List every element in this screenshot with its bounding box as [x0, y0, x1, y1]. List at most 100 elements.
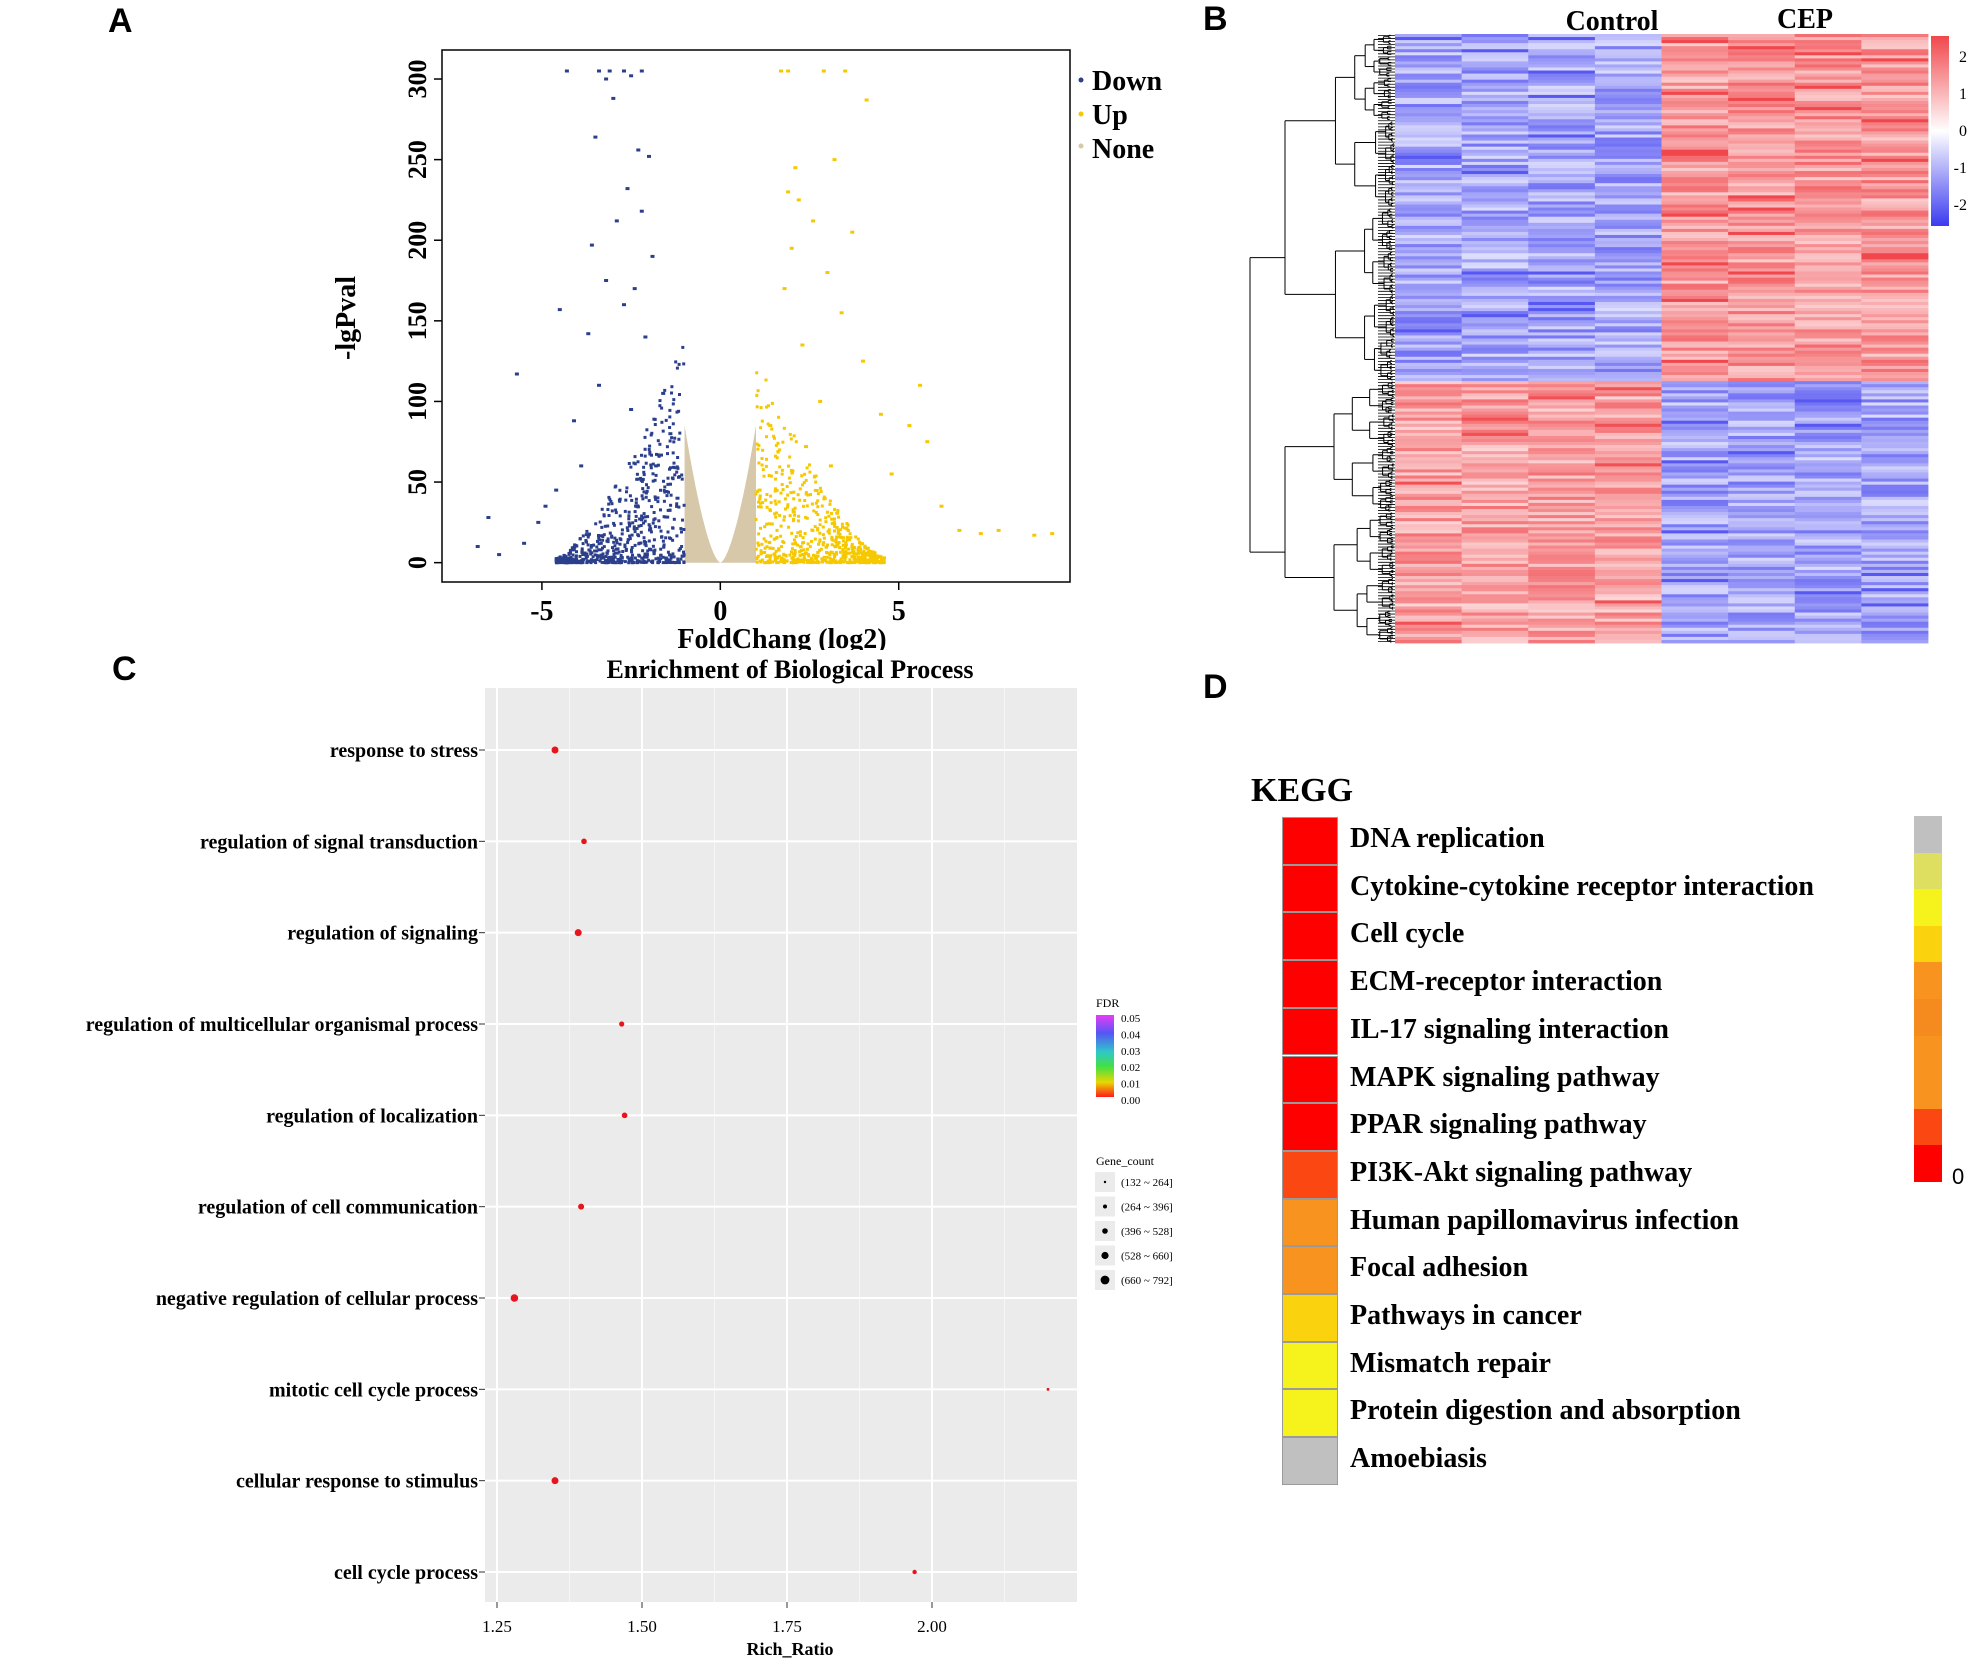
heatmap-cell	[1594, 335, 1662, 339]
heatmap-cell	[1395, 262, 1463, 266]
volcano-point-down	[573, 558, 577, 562]
volcano-point-down	[639, 209, 644, 213]
heatmap-cell	[1395, 536, 1463, 540]
volcano-point-down	[627, 517, 631, 521]
heatmap-cell	[1661, 143, 1729, 148]
kegg-scale-cell	[1914, 999, 1942, 1037]
heatmap-cell	[1528, 609, 1596, 613]
volcano-point-down	[630, 550, 634, 554]
heatmap-cell	[1728, 55, 1796, 59]
heatmap-cell	[1461, 518, 1529, 522]
volcano-point-up	[762, 474, 766, 478]
heatmap-cell	[1528, 274, 1596, 278]
heatmap-cell	[1728, 164, 1796, 169]
volcano-point-down	[663, 490, 667, 494]
volcano-point-up	[957, 528, 962, 532]
heatmap-cell	[1594, 548, 1662, 553]
heatmap-cell	[1528, 207, 1596, 211]
heatmap-cell	[1594, 542, 1662, 546]
volcano-point-up	[1032, 533, 1037, 537]
volcano-point-down	[595, 558, 599, 561]
heatmap-cell	[1794, 198, 1862, 202]
volcano-point-down	[642, 512, 646, 516]
enrichment-dot	[581, 838, 587, 845]
heatmap-cell	[1861, 113, 1929, 117]
enrichment-dot	[1046, 1387, 1050, 1391]
volcano-point-down	[659, 553, 663, 557]
volcano-point-up	[813, 560, 817, 564]
heatmap-cell	[1461, 317, 1529, 321]
enrichment-category-label: regulation of cell communication	[198, 1197, 478, 1219]
heatmap-cell	[1794, 551, 1862, 556]
heatmap-cell	[1794, 381, 1862, 385]
heatmap-cell	[1594, 496, 1662, 501]
heatmap-cell	[1728, 104, 1796, 108]
heatmap-cell	[1794, 186, 1862, 190]
heatmap-cell	[1594, 311, 1662, 315]
heatmap-cell	[1661, 107, 1729, 111]
volcano-point-up	[816, 499, 820, 503]
volcano-point-down	[649, 527, 653, 531]
kegg-pathway-label: Cell cycle	[1350, 918, 1465, 950]
kegg-cell	[1282, 1437, 1338, 1485]
heatmap-cell	[1395, 338, 1463, 342]
heatmap-cell	[1661, 82, 1729, 87]
volcano-point-down	[660, 535, 663, 539]
heatmap-cell	[1794, 390, 1862, 394]
heatmap-cell	[1594, 448, 1662, 452]
heatmap-cell	[1594, 408, 1662, 412]
heatmap-cell	[1461, 177, 1529, 181]
heatmap-cell	[1461, 484, 1529, 489]
heatmap-cell	[1728, 295, 1796, 300]
volcano-point-up	[830, 517, 834, 521]
volcano-point-up	[854, 535, 858, 539]
heatmap-cell	[1661, 335, 1729, 339]
volcano-point-down	[639, 530, 643, 534]
volcano-point-up	[779, 534, 783, 538]
legend-up-swatch	[1078, 111, 1084, 117]
heatmap-cell	[1728, 238, 1796, 242]
volcano-point-up	[816, 492, 820, 496]
heatmap-cell	[1861, 505, 1929, 510]
heatmap-cell	[1528, 110, 1596, 114]
heatmap-cell	[1728, 563, 1796, 568]
heatmap-cell	[1395, 180, 1463, 184]
gene-count-key-dot	[1102, 1228, 1108, 1234]
heatmap-cell	[1861, 365, 1929, 370]
volcano-point-up	[816, 505, 820, 509]
volcano-point-down	[522, 541, 527, 545]
heatmap-cell	[1594, 353, 1662, 358]
heatmap-cell	[1395, 152, 1463, 157]
volcano-point-down	[644, 461, 648, 465]
volcano-point-down	[656, 496, 660, 500]
volcano-point-up	[869, 552, 873, 556]
heatmap-cell	[1395, 286, 1463, 291]
heatmap-cell	[1528, 143, 1596, 148]
group-label-control: Control	[1566, 6, 1659, 37]
heatmap-cell	[1728, 113, 1796, 117]
volcano-point-down	[648, 524, 652, 528]
volcano-point-down	[640, 494, 644, 498]
volcano-point-down	[670, 436, 674, 440]
heatmap-cell	[1661, 228, 1729, 233]
heatmap-cell	[1861, 140, 1929, 145]
heatmap-cell	[1461, 551, 1529, 556]
heatmap-cell	[1794, 530, 1862, 534]
volcano-point-up	[768, 546, 772, 550]
volcano-point-up	[792, 434, 796, 438]
panel-label-a: A	[108, 2, 133, 40]
volcano-point-down	[594, 561, 598, 565]
heatmap-cell	[1794, 143, 1862, 148]
volcano-point-up	[852, 557, 856, 561]
volcano-point-down	[680, 554, 684, 558]
volcano-point-down	[682, 550, 685, 554]
heatmap-cell	[1528, 484, 1596, 489]
heatmap-cell	[1395, 140, 1463, 145]
volcano-point-up	[822, 555, 826, 559]
heatmap-cell	[1861, 469, 1929, 473]
volcano-point-down	[669, 561, 673, 564]
heatmap-cell	[1461, 396, 1529, 400]
volcano-point-up	[791, 556, 795, 559]
heatmap-cell	[1794, 408, 1862, 412]
heatmap-cell	[1794, 247, 1862, 251]
